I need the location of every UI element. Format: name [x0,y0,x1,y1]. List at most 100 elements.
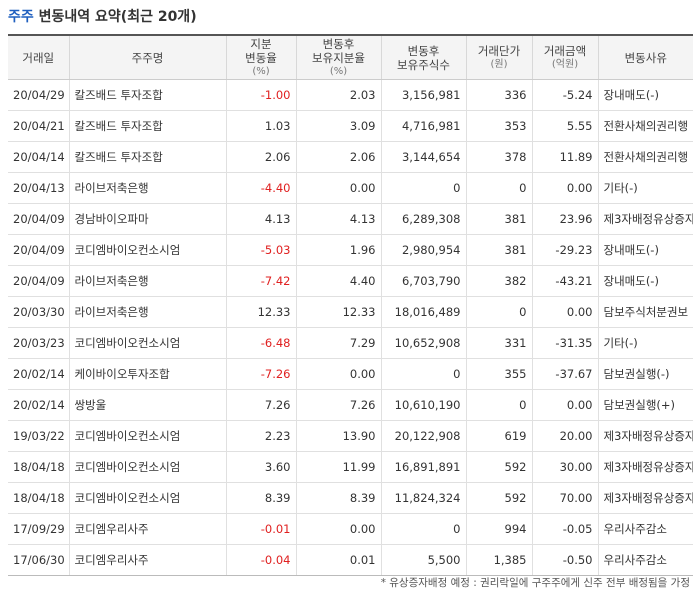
cell-price: 0 [465,389,532,421]
cell-amount: -5.24 [531,79,598,111]
cell-ratio-after: 11.99 [295,451,381,483]
cell-holder: 칼즈배드 투자조합 [68,110,226,142]
cell-holder: 코디엠바이오컨소시엄 [68,482,226,514]
table-row: 19/03/22 코디엠바이오컨소시엄 2.23 13.90 20,122,908 619… [8,420,693,452]
cell-amount: -31.35 [531,327,598,359]
table-row: 20/03/30 라이브저축은행 12.33 12.33 18,016,489 0 0.00… [8,296,693,328]
cell-change-ratio: 3.60 [225,451,296,483]
cell-ratio-after: 2.06 [295,141,381,173]
cell-holder: 칼즈배드 투자조합 [68,79,226,111]
cell-ratio-after: 1.96 [295,234,381,266]
cell-ratio-after: 7.29 [295,327,381,359]
header-ratio-after: 변동후 보유지분율 (%) [295,34,381,80]
cell-ratio-after: 0.00 [295,513,381,545]
cell-change-ratio: -6.48 [225,327,296,359]
cell-change-ratio: -7.42 [225,265,296,297]
cell-amount: -0.50 [531,544,598,576]
cell-reason: 장내매도(-) [597,265,693,297]
cell-shares-after: 18,016,489 [380,296,466,328]
table-row: 20/03/23 코디엠바이오컨소시엄 -6.48 7.29 10,652,908 331… [8,327,693,359]
cell-reason: 담보권실행(+) [597,389,693,421]
cell-date: 20/04/09 [8,234,69,266]
cell-price: 0 [465,296,532,328]
cell-ratio-after: 4.40 [295,265,381,297]
cell-change-ratio: -0.04 [225,544,296,576]
cell-price: 1,385 [465,544,532,576]
table-row: 17/09/29 코디엠우리사주 -0.01 0.00 0 994 -0.05 우리사주감소 [8,513,693,545]
cell-amount: 23.96 [531,203,598,235]
cell-reason: 담보권실행(-) [597,358,693,390]
cell-shares-after: 4,716,981 [380,110,466,142]
cell-price: 994 [465,513,532,545]
header-price: 거래단가 (원) [465,34,532,80]
cell-holder: 코디엠바이오컨소시엄 [68,234,226,266]
cell-date: 20/04/14 [8,141,69,173]
footnote: * 유상증자배정 예정 : 권리락일에 구주주에게 신주 전부 배정됨을 가정 [380,577,690,589]
cell-shares-after: 0 [380,513,466,545]
cell-price: 355 [465,358,532,390]
cell-holder: 코디엠우리사주 [68,513,226,545]
header-ratio-after-unit: (%) [329,65,348,77]
cell-amount: 0.00 [531,296,598,328]
cell-date: 20/02/14 [8,358,69,390]
cell-price: 0 [465,172,532,204]
header-change-ratio-unit: (%) [252,65,270,77]
title-accent: 주주 [8,9,34,25]
cell-reason: 제3자배정유상증자 [597,420,693,452]
table-row: 20/04/29 칼즈배드 투자조합 -1.00 2.03 3,156,981 336 -5… [8,79,693,111]
cell-change-ratio: 2.23 [225,420,296,452]
cell-change-ratio: 1.03 [225,110,296,142]
cell-shares-after: 2,980,954 [380,234,466,266]
table-row: 20/04/09 코디엠바이오컨소시엄 -5.03 1.96 2,980,954 381-… [8,234,693,266]
header-change-ratio-label: 지분 변동율 [245,36,277,65]
cell-price: 592 [465,451,532,483]
cell-date: 20/03/23 [8,327,69,359]
cell-change-ratio: -7.26 [225,358,296,390]
cell-change-ratio: -1.00 [225,79,296,111]
cell-shares-after: 6,289,308 [380,203,466,235]
cell-amount: -29.23 [531,234,598,266]
header-holder: 주주명 [68,34,226,80]
cell-date: 17/09/29 [8,513,69,545]
cell-amount: -43.21 [531,265,598,297]
table-row: 17/06/30 코디엠우리사주 -0.04 0.01 5,500 1,385 -0.50 우… [8,544,693,576]
cell-ratio-after: 12.33 [295,296,381,328]
cell-shares-after: 0 [380,358,466,390]
cell-holder: 칼즈배드 투자조합 [68,141,226,173]
cell-reason: 전환사채의권리행 [597,110,693,142]
cell-change-ratio: -4.40 [225,172,296,204]
table-row: 20/04/14 칼즈배드 투자조합 2.06 2.06 3,144,654 378 11.… [8,141,693,173]
cell-reason: 기타(-) [597,172,693,204]
cell-date: 20/02/14 [8,389,69,421]
cell-price: 382 [465,265,532,297]
cell-change-ratio: 12.33 [225,296,296,328]
cell-date: 20/04/09 [8,265,69,297]
cell-price: 353 [465,110,532,142]
cell-ratio-after: 3.09 [295,110,381,142]
cell-shares-after: 16,891,891 [380,451,466,483]
cell-amount: 0.00 [531,389,598,421]
cell-shares-after: 6,703,790 [380,265,466,297]
cell-change-ratio: -5.03 [225,234,296,266]
cell-holder: 라이브저축은행 [68,265,226,297]
header-reason-label: 변동사유 [624,50,667,65]
cell-ratio-after: 2.03 [295,79,381,111]
cell-shares-after: 11,824,324 [380,482,466,514]
cell-shares-after: 10,652,908 [380,327,466,359]
cell-date: 20/04/09 [8,203,69,235]
cell-price: 378 [465,141,532,173]
cell-price: 381 [465,234,532,266]
cell-shares-after: 0 [380,172,466,204]
cell-change-ratio: 8.39 [225,482,296,514]
header-amount-unit: (억원) [551,58,579,70]
cell-holder: 코디엠바이오컨소시엄 [68,327,226,359]
cell-shares-after: 20,122,908 [380,420,466,452]
cell-date: 18/04/18 [8,482,69,514]
cell-date: 20/04/13 [8,172,69,204]
cell-shares-after: 3,144,654 [380,141,466,173]
cell-reason: 장내매도(-) [597,234,693,266]
cell-holder: 라이브저축은행 [68,296,226,328]
header-change-ratio: 지분 변동율 (%) [225,34,296,80]
table-row: 20/04/13 라이브저축은행 -4.40 0.00 0 0 0.00 기타(-) [8,172,693,204]
cell-date: 17/06/30 [8,544,69,576]
